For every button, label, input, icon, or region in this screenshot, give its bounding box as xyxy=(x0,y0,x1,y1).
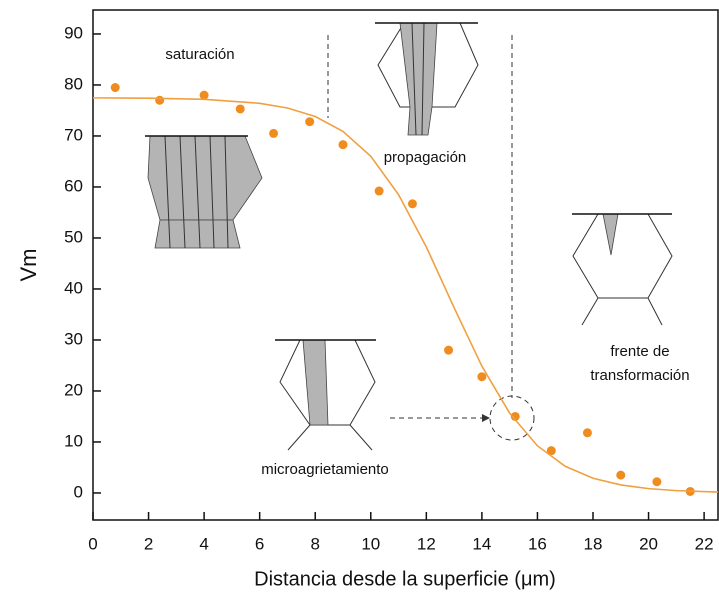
annotation: saturación xyxy=(165,46,234,63)
y-tick-label: 40 xyxy=(64,278,83,297)
data-point xyxy=(305,117,314,126)
annotation: microagrietamiento xyxy=(261,461,389,478)
data-point xyxy=(236,104,245,113)
x-tick-label: 6 xyxy=(255,534,264,553)
y-tick-label: 50 xyxy=(64,227,83,246)
x-tick-label: 14 xyxy=(472,534,491,553)
data-point xyxy=(477,372,486,381)
data-point xyxy=(155,96,164,105)
data-point xyxy=(583,428,592,437)
x-tick-label: 18 xyxy=(584,534,603,553)
x-tick-label: 8 xyxy=(310,534,319,553)
inset-front xyxy=(572,214,672,325)
x-tick-label: 0 xyxy=(88,534,97,553)
data-point xyxy=(408,199,417,208)
annotation: propagación xyxy=(384,149,467,166)
y-tick-label: 80 xyxy=(64,74,83,93)
x-tick-label: 16 xyxy=(528,534,547,553)
inset-micro xyxy=(275,340,376,450)
y-axis-label: Vm xyxy=(16,249,41,282)
x-tick-label: 22 xyxy=(695,534,714,553)
data-point xyxy=(269,129,278,138)
y-tick-label: 30 xyxy=(64,329,83,348)
data-point xyxy=(375,187,384,196)
inset-saturation xyxy=(145,136,262,248)
page: {"chart_data": {"type": "scatter", "x_la… xyxy=(0,0,719,599)
data-point xyxy=(200,91,209,100)
y-tick-label: 60 xyxy=(64,176,83,195)
arrow-head xyxy=(482,414,490,422)
data-point xyxy=(111,83,120,92)
x-tick-label: 12 xyxy=(417,534,436,553)
data-point xyxy=(652,477,661,486)
y-tick-label: 0 xyxy=(74,482,83,501)
inset-propagation xyxy=(375,23,478,135)
x-tick-label: 2 xyxy=(144,534,153,553)
data-point xyxy=(616,471,625,480)
data-point xyxy=(444,346,453,355)
y-tick-label: 90 xyxy=(64,23,83,42)
x-axis-label: Distancia desde la superficie (μm) xyxy=(254,568,556,590)
plot-frame xyxy=(93,10,718,520)
data-point xyxy=(339,140,348,149)
y-tick-label: 70 xyxy=(64,125,83,144)
x-tick-label: 10 xyxy=(361,534,380,553)
x-tick-label: 4 xyxy=(199,534,208,553)
x-tick-label: 20 xyxy=(639,534,658,553)
y-tick-label: 10 xyxy=(64,431,83,450)
y-tick-label: 20 xyxy=(64,380,83,399)
chart: saturación propagación microagrietamient… xyxy=(0,0,719,599)
annotation: frente de transformación xyxy=(575,340,705,388)
